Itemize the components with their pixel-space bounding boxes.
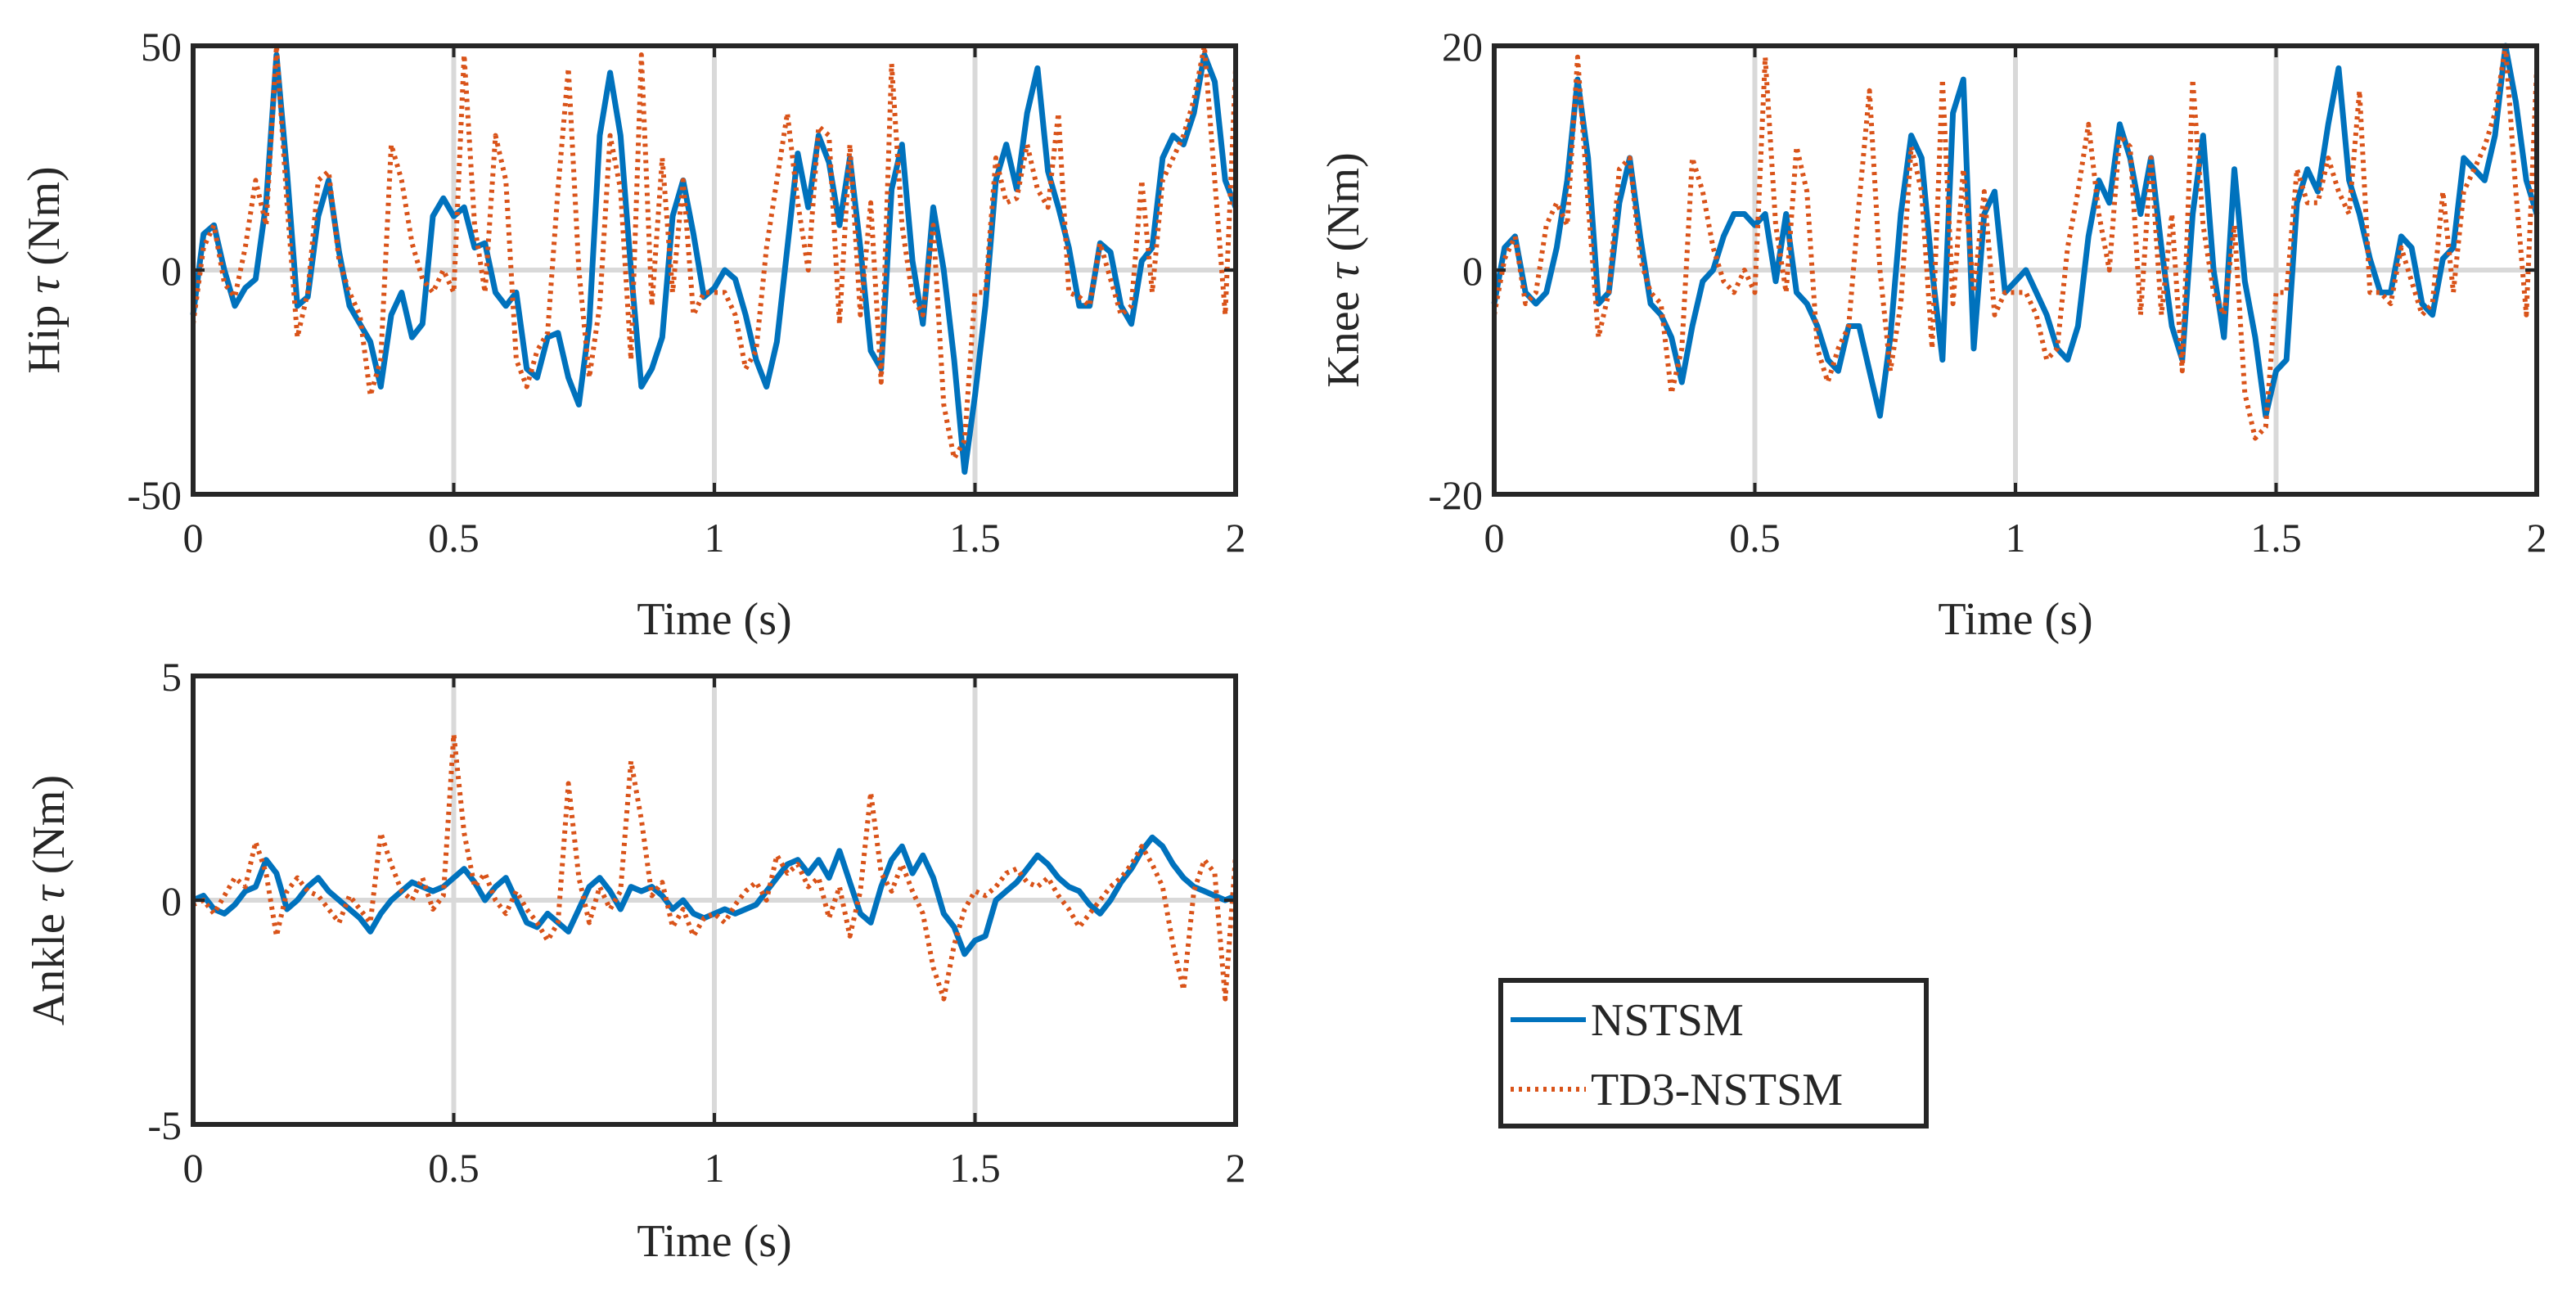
- hip-grid: [193, 46, 1236, 494]
- ankle-xtick-label-3: 1.5: [949, 1145, 1001, 1191]
- hip-ytick-label-0: -50: [127, 472, 182, 518]
- ankle-ytick-label-1: 0: [161, 878, 182, 924]
- ankle-ylabel-symbol: τ: [24, 884, 74, 902]
- knee-grid: [1494, 46, 2537, 494]
- knee-ylabel-prefix: Knee: [1318, 280, 1369, 388]
- hip-ylabel-symbol: τ: [19, 276, 70, 294]
- ankle-ylabel-prefix: Ankle: [24, 902, 74, 1025]
- hip-ylabel-suffix: (Nm): [19, 166, 70, 277]
- hip-xtick-label-2: 1: [705, 515, 725, 561]
- knee-xtick-label-4: 2: [2527, 515, 2547, 561]
- knee-xtick-label-2: 1: [2006, 515, 2026, 561]
- ankle-xtick-label-1: 0.5: [428, 1145, 480, 1191]
- hip-xtick-label-0: 0: [183, 515, 204, 561]
- knee-series: [1491, 43, 2540, 441]
- ankle-ylabel-suffix: (Nm): [24, 775, 74, 885]
- subplot-ankle: 0 0.5 1 1.5 2-505 Time (s) Ankle τ (Nm): [24, 654, 1246, 1267]
- hip-ytick-label-1: 0: [161, 248, 182, 294]
- knee-ytick-label-0: -20: [1428, 472, 1483, 518]
- ankle-ylabel: Ankle τ (Nm): [24, 775, 74, 1025]
- ankle-ytick-label-0: -5: [147, 1102, 182, 1148]
- legend-box: [1498, 978, 1929, 1129]
- legend: NSTSM TD3-NSTSM: [1498, 978, 1929, 1129]
- hip-xtick-label-4: 2: [1226, 515, 1246, 561]
- knee-xtick-label-1: 0.5: [1729, 515, 1781, 561]
- hip-ylabel: Hip τ (Nm): [19, 166, 70, 373]
- knee-ytick-label-1: 0: [1462, 248, 1483, 294]
- ankle-ytick-label-2: 5: [161, 654, 182, 700]
- hip-xlabel: Time (s): [637, 594, 791, 645]
- knee-ylabel-suffix: (Nm): [1318, 152, 1369, 263]
- hip-series-td3-nstsm-line: [191, 43, 1238, 462]
- knee-xtick-label-3: 1.5: [2250, 515, 2302, 561]
- legend-td3-label: TD3-NSTSM: [1591, 1065, 1843, 1115]
- knee-series-nstsm-line: [1491, 43, 2540, 419]
- knee-ylabel: Knee τ (Nm): [1318, 152, 1369, 388]
- ankle-series-nstsm-line: [191, 834, 1237, 957]
- knee-ytick-label-2: 20: [1442, 24, 1483, 70]
- ankle-grid: [193, 676, 1236, 1124]
- legend-nstsm-label: NSTSM: [1591, 995, 1744, 1046]
- knee-ylabel-symbol: τ: [1318, 262, 1369, 280]
- ankle-xtick-label-0: 0: [183, 1145, 204, 1191]
- ankle-xtick-label-4: 2: [1226, 1145, 1246, 1191]
- ankle-xlabel: Time (s): [637, 1216, 791, 1267]
- knee-xtick-label-0: 0: [1484, 515, 1505, 561]
- ankle-xtick-label-2: 1: [705, 1145, 725, 1191]
- hip-ytick-label-2: 50: [141, 24, 182, 70]
- hip-series-nstsm-line: [190, 52, 1239, 475]
- knee-xlabel: Time (s): [1938, 594, 2092, 645]
- hip-xtick-label-3: 1.5: [949, 515, 1001, 561]
- hip-ylabel-prefix: Hip: [19, 294, 70, 374]
- hip-xtick-label-1: 0.5: [428, 515, 480, 561]
- knee-series-td3-nstsm-line: [1492, 43, 2539, 441]
- hip-series: [190, 43, 1239, 475]
- ankle-series: [191, 732, 1238, 1002]
- ankle-ticks: 0 0.5 1 1.5 2-505: [147, 654, 1245, 1191]
